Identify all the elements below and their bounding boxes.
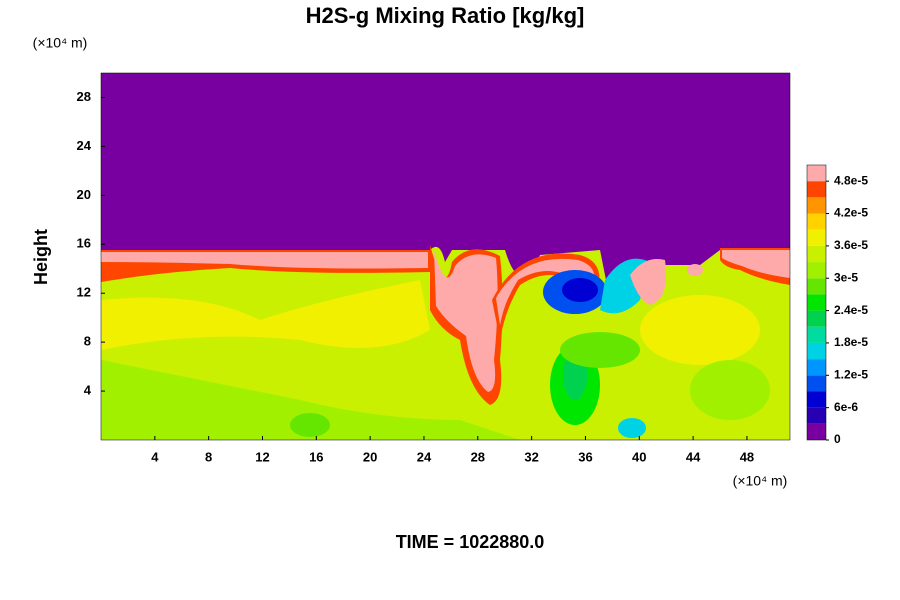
x-unit: (×10⁴ m) bbox=[733, 473, 788, 489]
y-tick-label: 12 bbox=[77, 285, 91, 300]
contour-band bbox=[101, 280, 430, 350]
colorbar-tick-label: 4.8e-5 bbox=[834, 173, 868, 187]
colorbar-tick-label: 6e-6 bbox=[834, 400, 858, 414]
colorbar-band bbox=[807, 423, 826, 440]
annotation: TIME = 1022880.0 bbox=[396, 532, 545, 552]
y-unit: (×10⁴ m) bbox=[33, 35, 88, 51]
x-tick-label: 32 bbox=[524, 449, 538, 464]
y-tick-label: 8 bbox=[84, 334, 91, 349]
contour-band bbox=[722, 250, 790, 278]
colorbar-band bbox=[807, 359, 826, 376]
colorbar-tick-label: 3.6e-5 bbox=[834, 238, 868, 252]
colorbar-tick-label: 3e-5 bbox=[834, 270, 858, 284]
x-tick-label: 24 bbox=[417, 449, 432, 464]
colorbar-tick-label: 0 bbox=[834, 432, 841, 446]
contour-band bbox=[101, 252, 428, 269]
x-tick-label: 16 bbox=[309, 449, 323, 464]
colorbar-band bbox=[807, 278, 826, 295]
colorbar-band bbox=[807, 407, 826, 424]
colorbar-tick-label: 1.8e-5 bbox=[834, 335, 868, 349]
colorbar-band bbox=[807, 342, 826, 360]
y-tick-label: 20 bbox=[77, 187, 91, 202]
colorbar-band bbox=[807, 213, 826, 230]
contour-band bbox=[560, 332, 640, 368]
colorbar-band bbox=[807, 375, 826, 392]
contour-band bbox=[618, 418, 646, 438]
x-tick-label: 4 bbox=[151, 449, 159, 464]
contour-band bbox=[290, 413, 330, 437]
plot-frame bbox=[100, 72, 791, 441]
contour-band bbox=[630, 259, 666, 305]
contour-band bbox=[101, 360, 520, 440]
contour-band bbox=[690, 360, 770, 420]
x-tick-label: 28 bbox=[471, 449, 485, 464]
colorbar-tick-label: 4.2e-5 bbox=[834, 206, 868, 220]
chart-title: H2S-g Mixing Ratio [kg/kg] bbox=[306, 3, 585, 28]
colorbar-band bbox=[807, 197, 826, 214]
colorbar-band bbox=[807, 326, 826, 343]
colorbar-tick-label: 2.4e-5 bbox=[834, 303, 868, 317]
x-tick-label: 12 bbox=[255, 449, 269, 464]
x-tick-label: 44 bbox=[686, 449, 701, 464]
colorbar-tick-label: 1.2e-5 bbox=[834, 367, 868, 381]
colorbar-band bbox=[807, 391, 826, 408]
colorbar-band bbox=[807, 294, 826, 311]
colorbar-band bbox=[807, 245, 826, 263]
colorbar-band bbox=[807, 310, 826, 327]
y-axis-label: Height bbox=[31, 229, 51, 285]
x-tick-label: 48 bbox=[740, 449, 754, 464]
colorbar-band bbox=[807, 262, 826, 279]
axes: 4 8 12 16 20 24 28 32 36 40 44 4848121620242806e-61… bbox=[77, 72, 868, 464]
contour-band bbox=[640, 295, 760, 365]
x-tick-label: 36 bbox=[578, 449, 592, 464]
y-tick-label: 24 bbox=[77, 138, 92, 153]
x-tick-label: 8 bbox=[205, 449, 212, 464]
y-tick-label: 28 bbox=[77, 89, 91, 104]
y-tick-label: 16 bbox=[77, 236, 91, 251]
contour-band bbox=[687, 264, 703, 276]
field bbox=[101, 73, 790, 440]
y-tick-label: 4 bbox=[84, 383, 92, 398]
colorbar-band bbox=[807, 165, 826, 182]
colorbar-band bbox=[807, 229, 826, 246]
contour-band bbox=[562, 278, 598, 302]
contour-band bbox=[434, 250, 498, 392]
colorbar-band bbox=[807, 181, 826, 198]
colorbar-frame bbox=[806, 164, 827, 441]
x-tick-label: 40 bbox=[632, 449, 646, 464]
x-tick-label: 20 bbox=[363, 449, 377, 464]
